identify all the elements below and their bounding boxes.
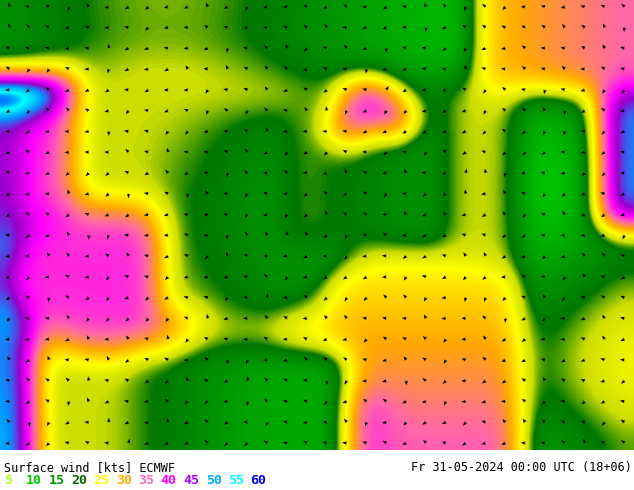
Text: 60: 60: [250, 474, 266, 487]
Text: 50: 50: [205, 474, 222, 487]
Text: Surface wind [kts] ECMWF: Surface wind [kts] ECMWF: [4, 461, 175, 474]
Text: 55: 55: [228, 474, 244, 487]
Text: 10: 10: [26, 474, 42, 487]
Text: 25: 25: [93, 474, 110, 487]
Text: 15: 15: [49, 474, 65, 487]
Text: 40: 40: [161, 474, 177, 487]
Text: 20: 20: [71, 474, 87, 487]
Text: 30: 30: [116, 474, 132, 487]
Text: 5: 5: [4, 474, 12, 487]
Text: Fr 31-05-2024 00:00 UTC (18+06): Fr 31-05-2024 00:00 UTC (18+06): [411, 461, 632, 474]
Text: 45: 45: [183, 474, 199, 487]
Text: 35: 35: [138, 474, 154, 487]
